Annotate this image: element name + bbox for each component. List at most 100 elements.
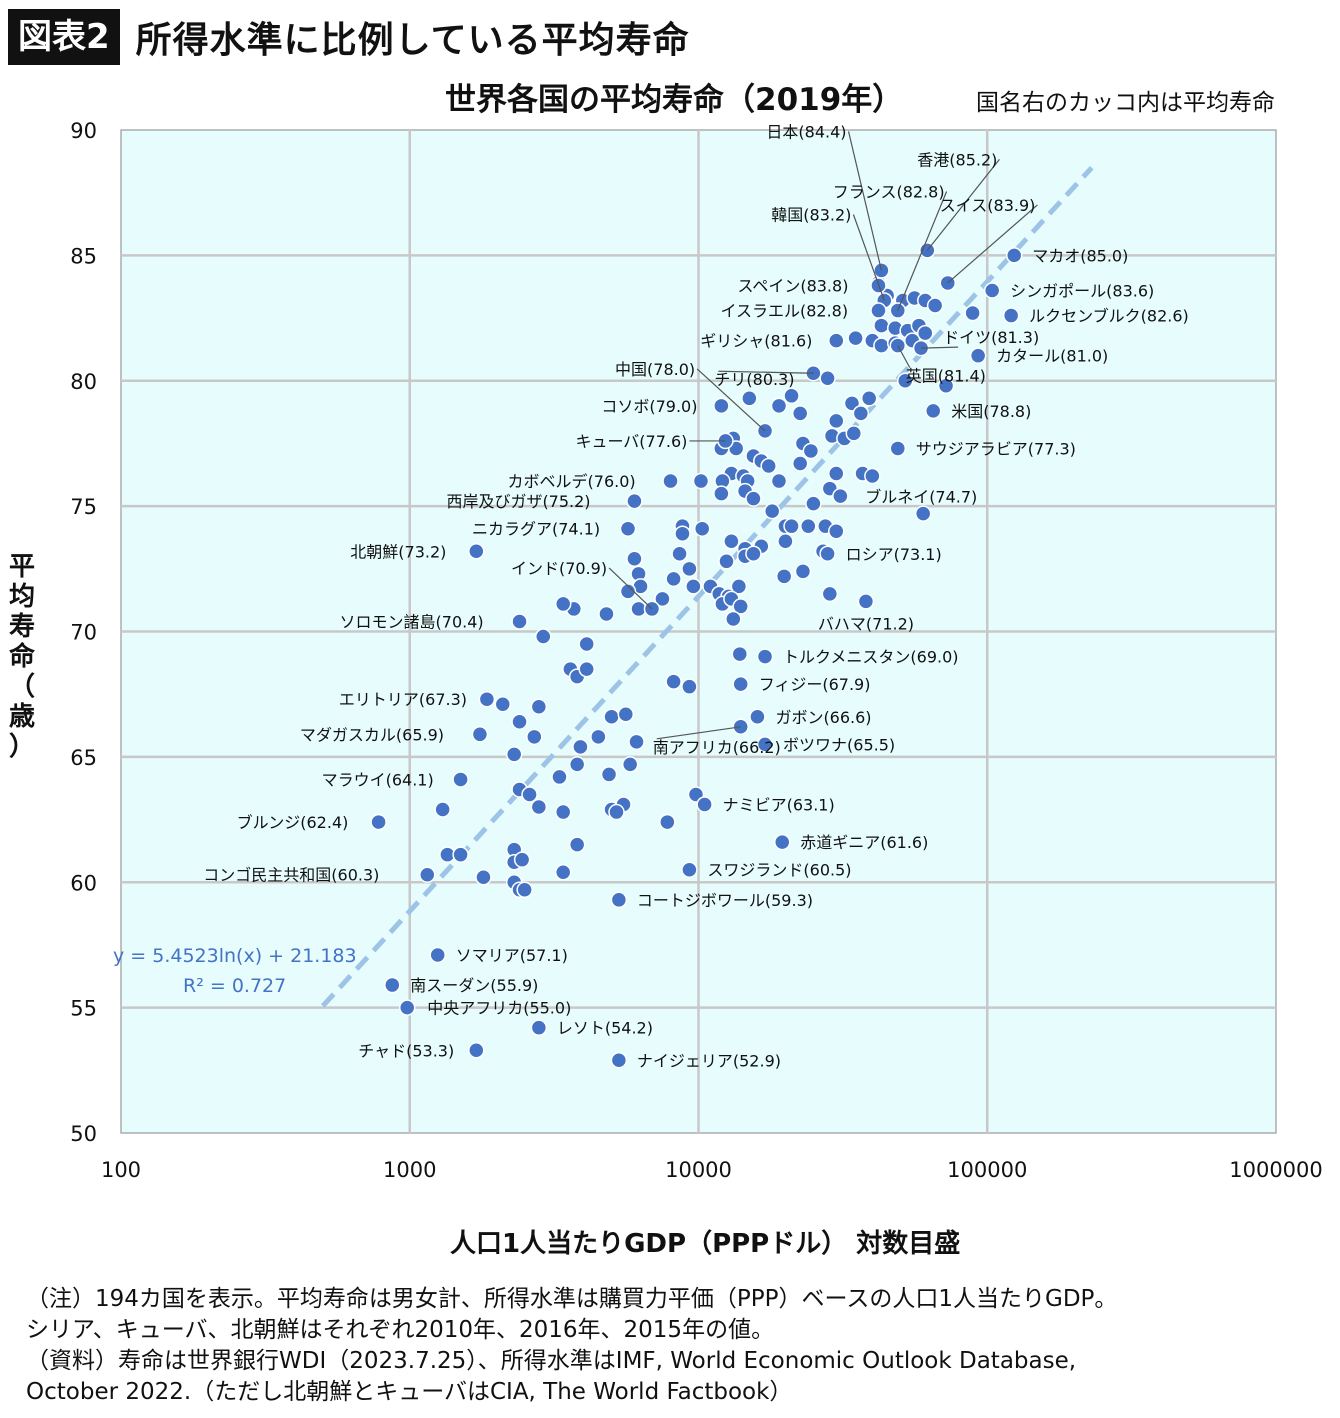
point-label: コートジボワール(59.3)	[637, 891, 813, 910]
point-label: スワジランド(60.5)	[707, 861, 851, 880]
point-label: ブルンジ(62.4)	[237, 813, 349, 832]
data-point	[530, 1019, 548, 1036]
point-label: ソマリア(57.1)	[456, 946, 568, 965]
data-point	[896, 372, 914, 389]
point-label: カボベルデ(76.0)	[508, 472, 636, 491]
data-point	[513, 851, 531, 868]
data-point	[654, 590, 671, 608]
data-point	[828, 412, 845, 430]
data-point	[828, 522, 845, 540]
data-point	[628, 733, 645, 751]
data-point	[1002, 307, 1020, 324]
data-point	[478, 690, 496, 708]
data-point	[800, 517, 817, 535]
point-label: ナミビア(63.1)	[723, 796, 835, 815]
data-point	[889, 440, 907, 457]
point-label: カタール(81.0)	[996, 347, 1108, 366]
y-tick-label: 55	[70, 997, 97, 1021]
y-tick-label: 85	[70, 244, 97, 268]
data-point	[828, 332, 845, 349]
data-point	[783, 517, 800, 535]
data-point	[608, 803, 625, 821]
data-point	[434, 801, 451, 818]
data-point	[610, 891, 628, 909]
data-point	[384, 976, 401, 994]
data-point	[783, 387, 800, 405]
point-label: 韓国(83.2)	[771, 206, 851, 225]
figure-title: 所得水準に比例している平均寿命	[135, 20, 690, 61]
note-line: October 2022.（ただし北朝鮮とキューバはCIA, The World…	[26, 1379, 793, 1405]
leader-line	[921, 346, 959, 349]
data-point	[419, 866, 436, 883]
data-point	[685, 578, 702, 595]
data-point	[730, 578, 748, 595]
data-point	[845, 425, 863, 442]
chart-svg: 世界各国の平均寿命（2019年） 国名右のカッコ内は平均寿命 50 55 60 65 7…	[9, 82, 1323, 1259]
point-label: トルクメニスタン(69.0)	[783, 648, 958, 667]
grid-lines	[121, 130, 1276, 1133]
data-point	[535, 628, 552, 645]
leader-line	[696, 368, 766, 432]
point-label: 香港(85.2)	[917, 150, 997, 169]
data-point	[914, 505, 932, 522]
data-point	[718, 553, 735, 570]
data-point	[731, 645, 749, 663]
data-point	[590, 728, 607, 746]
data-point	[713, 397, 730, 415]
point-label: マダガスカル(65.9)	[300, 725, 444, 744]
data-point	[662, 472, 679, 490]
data-point	[937, 377, 955, 395]
data-point	[603, 708, 620, 726]
data-point	[1005, 247, 1023, 264]
figure-number-badge: 図表2	[8, 9, 120, 65]
point-label: チリ(80.3)	[714, 370, 794, 389]
data-point	[468, 1042, 485, 1059]
data-point	[692, 472, 710, 490]
leader-line	[852, 214, 885, 301]
data-point	[671, 545, 688, 563]
point-label: 中央アフリカ(55.0)	[427, 999, 571, 1018]
data-point	[791, 455, 809, 472]
note-line: （注）194カ国を表示。平均寿命は男女計、所得水準は購買力平価（PPP）ベースの…	[26, 1286, 1118, 1312]
y-tick-label: 65	[70, 746, 97, 770]
data-point	[760, 457, 777, 475]
point-label: 南アフリカ(66.2)	[653, 738, 781, 757]
data-point	[578, 660, 595, 678]
data-point	[659, 813, 676, 831]
point-label: インド(70.9)	[511, 559, 607, 578]
note-line: （資料）寿命は世界銀行WDI（2023.7.25）、所得水準はIMF, Worl…	[26, 1348, 1077, 1374]
data-point	[665, 570, 682, 588]
point-label: ルクセンブルク(82.6)	[1029, 307, 1189, 326]
leader-line	[847, 131, 882, 271]
data-point	[471, 726, 489, 743]
data-point	[617, 705, 635, 723]
point-label: ボツワナ(65.5)	[783, 735, 895, 754]
data-point	[505, 746, 523, 763]
point-label: ナイジェリア(52.9)	[637, 1051, 781, 1070]
point-label: ニカラグア(74.1)	[472, 520, 600, 539]
data-point	[526, 728, 543, 746]
data-point	[756, 648, 774, 665]
data-point	[819, 545, 836, 563]
point-label: ギリシャ(81.6)	[700, 332, 812, 351]
data-point	[621, 756, 639, 773]
point-label: スペイン(83.8)	[737, 276, 848, 295]
point-label: 赤道ギニア(61.6)	[800, 833, 928, 852]
data-point	[926, 297, 944, 314]
data-point	[398, 999, 416, 1016]
trend-equation: y = 5.4523ln(x) + 21.183	[113, 945, 357, 967]
data-point	[802, 442, 820, 460]
point-label: 南スーダン(55.9)	[410, 976, 538, 995]
data-point	[475, 868, 492, 886]
x-tick-label: 1000	[383, 1158, 436, 1182]
point-label: キューバ(77.6)	[575, 432, 687, 451]
data-point	[554, 803, 572, 821]
data-point	[530, 798, 548, 816]
leader-line	[656, 726, 741, 740]
data-point	[713, 485, 730, 502]
point-label: スイス(83.9)	[940, 196, 1036, 215]
note-line: シリア、キューバ、北朝鮮はそれぞれ2010年、2016年、2015年の値。	[26, 1317, 775, 1343]
data-point	[696, 796, 713, 813]
notes-block: （注）194カ国を表示。平均寿命は男女計、所得水準は購買力平価（PPP）ベースの…	[26, 1284, 1326, 1408]
data-point	[511, 713, 528, 731]
